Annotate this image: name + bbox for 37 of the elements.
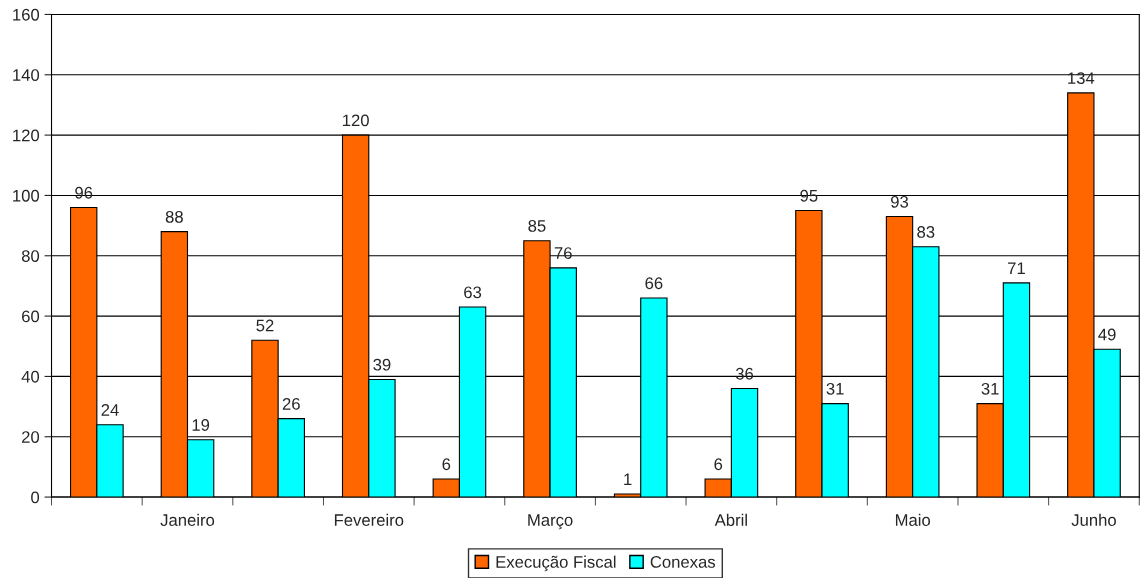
data-label: 24 [101,404,119,416]
data-label: 63 [464,286,482,299]
x-tick-label: Março [528,514,573,530]
y-tick-label: 140 [13,69,40,81]
x-tick-label: Maio [895,513,931,526]
data-label: 49 [1098,328,1116,341]
data-label: 26 [282,398,300,410]
data-label: 52 [256,319,274,332]
y-tick-label: 100 [13,189,40,202]
data-label: 85 [528,220,546,232]
x-tick-label: Fevereiro [334,513,404,526]
y-tick-label: 160 [13,8,40,21]
data-label: 134 [1068,72,1095,85]
data-label: 88 [165,210,183,223]
data-label: 31 [826,382,844,395]
legend-label: Conexas [650,556,716,568]
data-label: 1 [624,473,632,486]
y-tick-label: 40 [21,370,40,383]
x-tick-label: Janeiro [160,513,215,526]
data-label: 93 [891,195,909,208]
legend-label: Execução Fiscal [496,555,616,572]
data-label: 39 [373,358,391,371]
data-label: 66 [645,277,663,290]
data-label: 19 [192,419,210,431]
y-tick-label: 60 [22,310,40,323]
y-tick-label: 20 [22,431,40,443]
data-label: 6 [442,458,451,471]
x-tick-label: Junho [1071,513,1116,526]
y-tick-label: 0 [31,491,40,504]
y-tick-label: 120 [13,129,40,142]
data-label: 83 [917,226,935,238]
data-label: 31 [981,382,999,395]
data-label: 6 [714,458,723,471]
x-tick-label: Abril [714,513,747,526]
data-label: 71 [1008,262,1025,274]
y-tick-label: 80 [21,250,40,262]
data-label: 120 [343,114,369,127]
